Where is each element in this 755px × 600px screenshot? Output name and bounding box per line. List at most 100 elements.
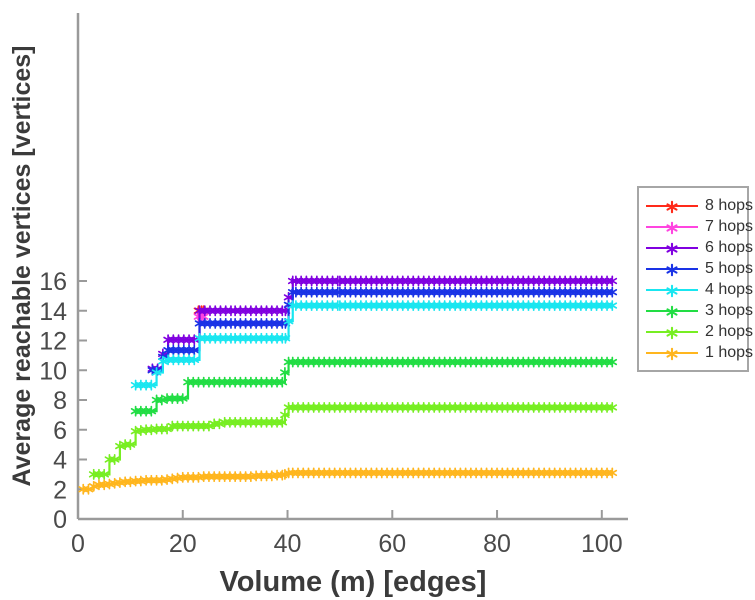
legend-swatch	[646, 197, 698, 215]
data-marker	[115, 442, 125, 450]
legend-label: 1 hops	[705, 343, 754, 361]
data-marker	[277, 379, 288, 386]
asterisk-icon	[666, 263, 678, 276]
legend-swatch	[646, 344, 698, 362]
x-tick-label: 0	[71, 530, 85, 558]
series-markers	[78, 467, 618, 495]
legend-swatch	[646, 302, 698, 320]
legend-item-8-hops[interactable]: 8 hops	[646, 195, 753, 216]
y-tick-label: 12	[39, 328, 67, 356]
series-line	[135, 360, 613, 413]
series-markers	[88, 401, 618, 480]
data-marker	[83, 486, 94, 493]
x-tick-label: 100	[581, 530, 623, 558]
data-marker	[607, 289, 618, 296]
y-tick-label: 16	[39, 268, 67, 296]
legend-label: 3 hops	[705, 301, 754, 319]
data-marker	[99, 471, 110, 478]
data-marker	[189, 356, 200, 363]
data-marker	[283, 318, 294, 325]
series-2-hops	[88, 401, 618, 480]
data-marker	[283, 294, 294, 301]
data-marker	[151, 369, 162, 376]
data-marker	[88, 483, 99, 490]
y-tick-label: 2	[53, 476, 67, 504]
legend-swatch	[646, 239, 698, 257]
asterisk-icon	[666, 305, 678, 318]
legend-item-6-hops[interactable]: 6 hops	[646, 237, 753, 258]
legend-label: 7 hops	[705, 217, 754, 235]
series-markers	[130, 300, 618, 391]
legend-label: 5 hops	[705, 259, 754, 277]
legend-item-4-hops[interactable]: 4 hops	[646, 279, 753, 300]
data-marker	[280, 369, 290, 376]
asterisk-icon	[666, 242, 678, 255]
data-marker	[189, 336, 200, 343]
data-marker	[198, 313, 209, 320]
series-5-hops	[147, 286, 618, 376]
legend-swatch	[646, 281, 698, 299]
data-marker	[125, 441, 136, 448]
data-marker	[204, 422, 214, 430]
series-line	[135, 304, 613, 387]
x-tick-label: 60	[378, 530, 406, 558]
data-marker	[146, 381, 157, 389]
x-tick-label: 40	[274, 530, 302, 558]
asterisk-icon	[666, 221, 678, 234]
data-marker	[177, 395, 188, 402]
asterisk-icon	[666, 326, 678, 339]
legend-item-3-hops[interactable]: 3 hops	[646, 300, 753, 321]
x-axis-title: Volume (m) [edges]	[220, 566, 487, 598]
legend-item-2-hops[interactable]: 2 hops	[646, 321, 753, 342]
y-tick-label: 4	[53, 447, 67, 475]
y-tick-label: 6	[53, 417, 67, 445]
data-marker	[607, 277, 618, 285]
series-1-hops	[78, 467, 618, 495]
y-tick-label: 8	[53, 387, 67, 415]
y-tick-label: 10	[39, 357, 67, 385]
data-marker	[162, 425, 172, 433]
y-tick-label: 14	[39, 298, 67, 326]
legend-item-5-hops[interactable]: 5 hops	[646, 258, 753, 279]
data-marker	[214, 420, 225, 427]
y-axis-title: Average reachable vertices [vertices]	[8, 45, 36, 486]
series-4-hops	[130, 300, 618, 391]
legend-label: 4 hops	[705, 280, 754, 298]
legend-label: 6 hops	[705, 238, 754, 256]
asterisk-icon	[666, 284, 678, 297]
series-line	[93, 406, 613, 476]
data-marker	[189, 347, 200, 354]
asterisk-icon	[666, 347, 678, 360]
asterisk-icon	[666, 200, 678, 213]
data-marker	[280, 335, 291, 342]
data-marker	[607, 469, 618, 477]
legend-label: 2 hops	[705, 322, 754, 340]
data-marker	[158, 358, 168, 365]
data-marker	[109, 456, 120, 463]
legend-label: 8 hops	[705, 196, 754, 214]
legend-swatch	[646, 323, 698, 341]
data-marker	[607, 302, 618, 309]
series-markers	[147, 286, 618, 376]
data-marker	[280, 411, 290, 419]
legend-swatch	[646, 260, 698, 278]
data-marker	[607, 358, 618, 366]
data-marker	[607, 404, 618, 411]
legend-item-1-hops[interactable]: 1 hops	[646, 342, 753, 363]
data-marker	[156, 396, 167, 404]
x-tick-label: 20	[169, 530, 197, 558]
legend-swatch	[646, 218, 698, 236]
x-tick-label: 80	[483, 530, 511, 558]
series-6-hops	[147, 275, 618, 375]
series-markers	[130, 356, 618, 417]
data-marker	[277, 419, 288, 426]
legend-item-7-hops[interactable]: 7 hops	[646, 216, 753, 237]
series-3-hops	[130, 356, 618, 417]
series-markers	[147, 275, 618, 375]
y-tick-label: 0	[53, 506, 67, 534]
legend: 8 hops 7 hops 6 hops 5 hops 4 hops 3 hops 2 ho…	[637, 186, 753, 372]
data-marker	[146, 408, 157, 415]
